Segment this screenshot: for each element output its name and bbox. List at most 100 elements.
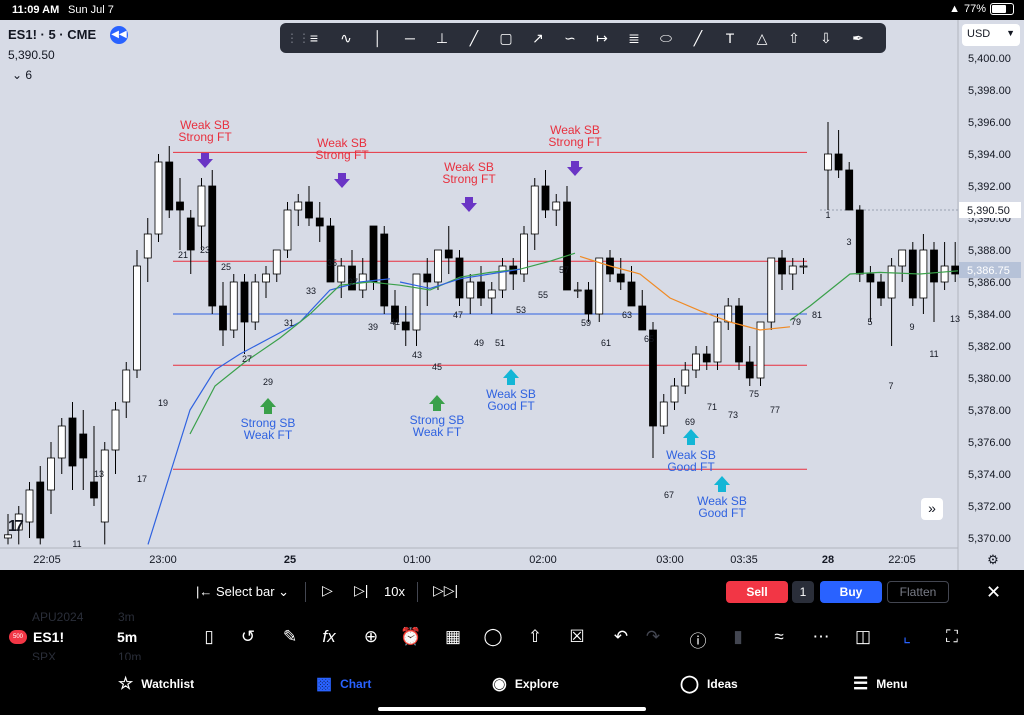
- ellipse-icon[interactable]: ⬭: [660, 29, 672, 46]
- candle-body[interactable]: [25, 489, 34, 523]
- candle-body[interactable]: [767, 257, 776, 323]
- chart-canvas[interactable]: 5,400.00 5,398.00 5,396.00 5,394.00 5,392.00…: [0, 20, 1024, 570]
- horizontal-ray-icon[interactable]: ─: [405, 30, 415, 46]
- candle-body[interactable]: [616, 273, 625, 283]
- crosshair-icon[interactable]: ⌞: [903, 627, 911, 646]
- candle-body[interactable]: [401, 321, 410, 331]
- buy-button[interactable]: Buy: [820, 581, 882, 603]
- layouts-icon[interactable]: ▦: [444, 627, 462, 646]
- candle-body[interactable]: [165, 161, 174, 211]
- more-icon[interactable]: ⋯: [812, 627, 830, 646]
- grip-icon[interactable]: ⋮⋮: [286, 31, 310, 45]
- line-icon[interactable]: ╱: [693, 29, 703, 46]
- candle-body[interactable]: [68, 417, 77, 467]
- candle-body[interactable]: [412, 273, 421, 331]
- candle-body[interactable]: [229, 281, 238, 331]
- play-icon[interactable]: ▷: [322, 582, 333, 598]
- candle-body[interactable]: [380, 233, 389, 307]
- triangle-icon[interactable]: △: [756, 29, 768, 46]
- candle-body[interactable]: [208, 185, 217, 307]
- candle-body[interactable]: [477, 281, 485, 299]
- candle-body[interactable]: [702, 353, 711, 363]
- timeframe-button[interactable]: 5m: [117, 629, 138, 645]
- brush-icon[interactable]: ✒: [852, 29, 864, 46]
- candle-body[interactable]: [692, 353, 700, 371]
- candle-body[interactable]: [788, 265, 797, 275]
- annotation-arrow-icon[interactable]: [714, 476, 730, 492]
- candle-body[interactable]: [845, 169, 854, 211]
- quantity-field[interactable]: 1: [792, 581, 814, 603]
- tab-menu[interactable]: ☰ Menu: [853, 674, 908, 694]
- candle-body[interactable]: [584, 289, 593, 315]
- candle-body[interactable]: [305, 201, 313, 219]
- candle-body[interactable]: [834, 153, 843, 171]
- candle-body[interactable]: [866, 273, 875, 283]
- select-bar-button[interactable]: |← Select bar ⌄: [196, 584, 290, 599]
- candle-body[interactable]: [756, 321, 765, 379]
- bar-chart-icon[interactable]: ▮: [733, 627, 743, 646]
- candle-body[interactable]: [154, 161, 163, 235]
- tab-watchlist[interactable]: ☆ Watchlist: [118, 674, 194, 694]
- brush-icon[interactable]: ✎: [282, 627, 298, 646]
- vertical-line-icon[interactable]: │: [373, 30, 383, 46]
- candle-body[interactable]: [326, 225, 335, 283]
- jump-to-realtime-icon[interactable]: ▷▷|: [433, 582, 459, 598]
- candle-body[interactable]: [778, 257, 786, 275]
- candle-body[interactable]: [887, 265, 896, 299]
- indicators-toggle[interactable]: ⌄ 6: [12, 68, 32, 82]
- checklist-icon[interactable]: ☒: [569, 627, 585, 646]
- ray-icon[interactable]: ╱: [469, 29, 479, 46]
- candle-body[interactable]: [498, 265, 507, 291]
- candle-body[interactable]: [251, 281, 260, 323]
- alarm-icon[interactable]: ⏰: [400, 627, 422, 646]
- fib-icon[interactable]: ≣: [628, 29, 640, 46]
- candle-body[interactable]: [283, 209, 292, 251]
- compare-icon[interactable]: ≈: [774, 627, 784, 646]
- candle-body[interactable]: [824, 153, 832, 171]
- candles-icon[interactable]: ▯: [204, 627, 214, 646]
- candle-body[interactable]: [133, 265, 141, 371]
- candle-body[interactable]: [595, 257, 604, 315]
- tab-chart[interactable]: ▩ Chart: [316, 674, 371, 694]
- indicators-fx-icon[interactable]: fx: [322, 627, 336, 646]
- candle-body[interactable]: [681, 369, 690, 387]
- gear-icon[interactable]: ⚙: [987, 552, 999, 567]
- annotation-arrow-icon[interactable]: [260, 398, 276, 414]
- candle-body[interactable]: [745, 361, 754, 379]
- candle-body[interactable]: [186, 217, 195, 251]
- annotation-arrow-icon[interactable]: [334, 173, 350, 188]
- candle-body[interactable]: [272, 249, 281, 275]
- annotation-arrow-icon[interactable]: [683, 429, 699, 445]
- annotation-arrow-icon[interactable]: [503, 369, 519, 385]
- candle-body[interactable]: [877, 281, 885, 299]
- undo-icon[interactable]: ↶: [613, 627, 629, 646]
- currency-select[interactable]: USD ▼: [962, 24, 1020, 46]
- candle-body[interactable]: [57, 425, 66, 459]
- symbol-button[interactable]: ES1!: [33, 629, 65, 645]
- date-range-icon[interactable]: ↦: [596, 29, 608, 46]
- trend-lines-icon[interactable]: ≡: [309, 30, 319, 46]
- candle-body[interactable]: [563, 201, 571, 291]
- candle-body[interactable]: [176, 201, 184, 211]
- candle-body[interactable]: [262, 273, 270, 283]
- rectangle-icon[interactable]: ▢: [499, 29, 513, 46]
- candle-body[interactable]: [434, 249, 442, 283]
- path-icon[interactable]: ∽: [564, 29, 576, 46]
- candle-body[interactable]: [799, 265, 808, 268]
- step-forward-icon[interactable]: ▷|: [354, 582, 369, 598]
- annotation-arrow-icon[interactable]: [429, 395, 445, 411]
- patterns-icon[interactable]: ∿: [340, 29, 352, 46]
- candle-body[interactable]: [552, 201, 561, 211]
- add-icon[interactable]: ⊕: [363, 627, 379, 646]
- candle-body[interactable]: [573, 289, 582, 292]
- candle-body[interactable]: [649, 329, 657, 427]
- candle-body[interactable]: [466, 281, 475, 299]
- candle-body[interactable]: [36, 481, 45, 539]
- candle-body[interactable]: [111, 409, 120, 451]
- candle-body[interactable]: [47, 457, 55, 491]
- candle-body[interactable]: [670, 385, 679, 403]
- cross-line-icon[interactable]: ⊥: [435, 29, 449, 46]
- candle-body[interactable]: [100, 449, 109, 523]
- annotation-arrow-icon[interactable]: [461, 197, 477, 212]
- candle-body[interactable]: [143, 233, 152, 259]
